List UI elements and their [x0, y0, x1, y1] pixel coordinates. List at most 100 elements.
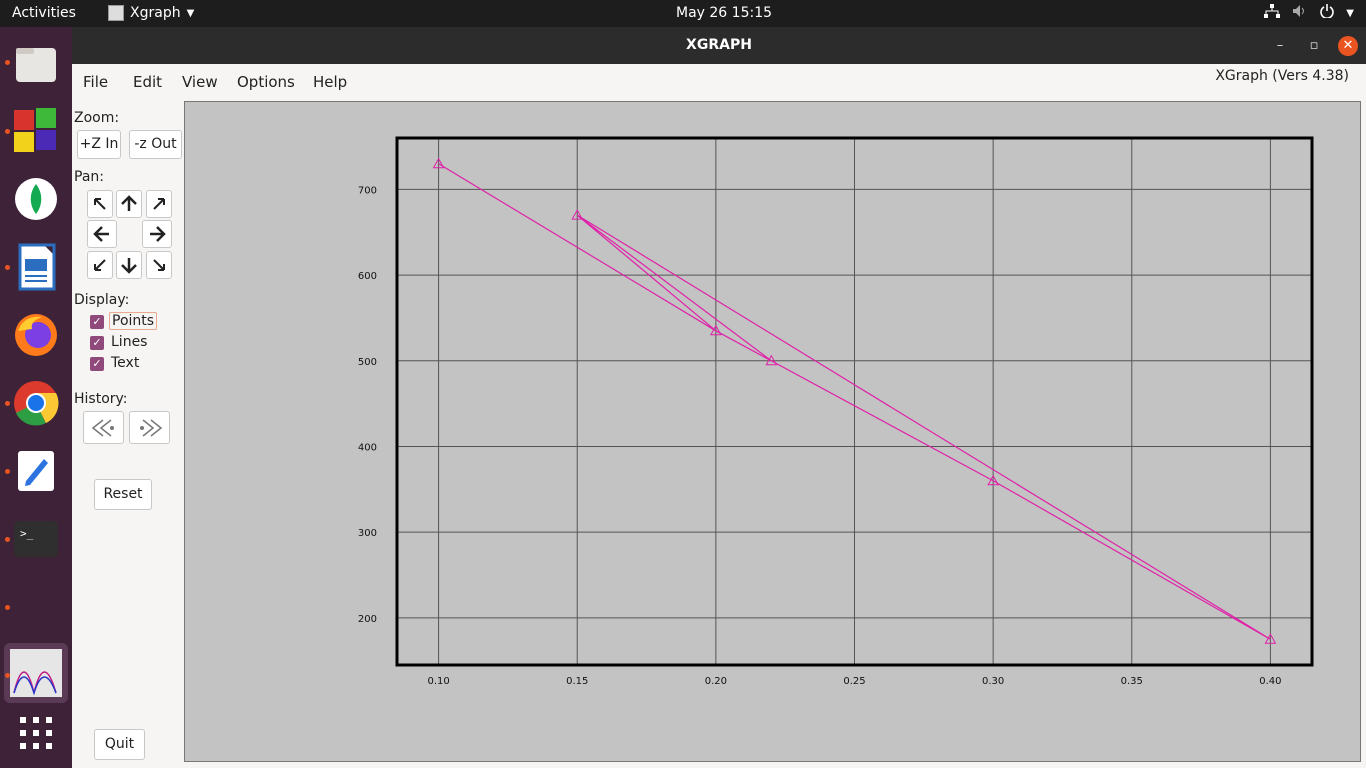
menu-edit[interactable]: Edit [133, 73, 163, 91]
pan-up-button[interactable] [116, 190, 142, 218]
arrow-right-icon [150, 226, 166, 242]
network-icon [1264, 4, 1281, 22]
data-point-marker [1264, 633, 1277, 644]
maximize-button[interactable]: ▫ [1309, 38, 1319, 53]
chart[interactable]: 0.10 0.15 0.20 0.25 0.30 0.35 0.40 200 300 400 500… [185, 102, 1360, 761]
x-tick-label: 0.10 [427, 676, 449, 687]
running-indicator [5, 469, 10, 474]
running-indicator [5, 129, 10, 134]
plot-area[interactable]: 0.10 0.15 0.20 0.25 0.30 0.35 0.40 200 300 400 500… [184, 101, 1361, 762]
xgraph-dock-icon[interactable] [4, 643, 68, 703]
arrow-down-right-icon [153, 259, 165, 271]
libreoffice-writer-icon[interactable] [12, 243, 60, 291]
terminal-icon[interactable]: >_ [12, 515, 60, 563]
y-tick-label: 200 [358, 614, 377, 625]
lines-checkbox[interactable]: ✓ [90, 336, 104, 350]
menu-bar: File Edit View Options Help XGraph (Vers… [72, 64, 1366, 98]
pan-right-button[interactable] [142, 220, 172, 248]
points-label: Points [109, 312, 158, 330]
data-point-marker [710, 324, 722, 336]
volume-icon [1292, 4, 1308, 22]
y-tick-label: 300 [358, 528, 377, 539]
points-checkbox[interactable]: ✓ [90, 315, 104, 329]
text-checkbox[interactable]: ✓ [90, 357, 104, 371]
system-top-bar: Activities Xgraph ▼ May 26 15:15 ▼ [0, 0, 1366, 27]
x-tick-label: 0.25 [843, 676, 865, 687]
history-back-button[interactable] [83, 411, 124, 444]
history-forward-icon [139, 419, 162, 437]
x-tick-label: 0.20 [705, 676, 727, 687]
clock[interactable]: May 26 15:15 [676, 5, 773, 21]
dock: >_ [0, 27, 72, 768]
pan-down-button[interactable] [116, 251, 142, 279]
running-indicator [5, 605, 10, 610]
pan-left-button[interactable] [87, 220, 117, 248]
display-label: Display: [74, 292, 130, 308]
reset-button[interactable]: Reset [94, 479, 152, 510]
history-label: History: [74, 391, 128, 407]
y-tick-label: 700 [358, 185, 377, 196]
quit-button[interactable]: Quit [94, 729, 145, 760]
mongodb-compass-icon[interactable] [12, 175, 60, 223]
pan-up-right-button[interactable] [146, 190, 172, 218]
software-center-icon[interactable] [12, 106, 60, 154]
xgraph-window: XGRAPH – ▫ ✕ File Edit View Options Help… [72, 27, 1366, 768]
firefox-icon[interactable] [12, 311, 60, 359]
plot-frame [395, 136, 1314, 667]
arrow-down-icon [121, 258, 137, 274]
close-button[interactable]: ✕ [1338, 36, 1358, 56]
version-label: XGraph (Vers 4.38) [1215, 68, 1349, 84]
zoom-in-button[interactable]: +Z In [77, 130, 121, 159]
data-point-marker [765, 354, 778, 366]
chevron-down-icon: ▼ [186, 7, 195, 19]
x-tick-label: 0.15 [566, 676, 588, 687]
title-bar[interactable]: XGRAPH – ▫ ✕ [72, 27, 1366, 64]
menu-view[interactable]: View [182, 73, 218, 91]
pan-up-left-button[interactable] [87, 190, 113, 218]
svg-text:>_: >_ [20, 527, 34, 540]
system-tray[interactable]: ▼ [1264, 4, 1354, 22]
chrome-icon[interactable] [12, 379, 60, 427]
data-point-marker [987, 474, 999, 486]
y-tick-label: 400 [358, 442, 377, 453]
chevron-down-icon: ▼ [1346, 7, 1354, 19]
data-point-marker [571, 209, 584, 220]
running-indicator [5, 673, 10, 678]
menu-help[interactable]: Help [313, 73, 348, 91]
x-tick-label: 0.35 [1121, 676, 1143, 687]
arrow-up-icon [121, 195, 137, 211]
zoom-label: Zoom: [74, 110, 120, 126]
running-indicator [5, 60, 10, 65]
series-line [438, 163, 1271, 640]
app-menu[interactable]: Xgraph ▼ [108, 5, 194, 21]
y-tick-label: 500 [358, 357, 377, 368]
history-forward-button[interactable] [129, 411, 170, 444]
minimize-button[interactable]: – [1276, 38, 1284, 53]
history-back-icon [91, 419, 114, 437]
x-tick-label: 0.30 [982, 676, 1004, 687]
arrow-up-right-icon [153, 198, 165, 210]
window-title: XGRAPH [686, 37, 752, 53]
power-icon [1320, 4, 1335, 22]
running-indicator [5, 537, 10, 542]
data-point-marker [432, 157, 445, 169]
text-editor-icon[interactable] [12, 447, 60, 495]
arrow-down-left-icon [94, 259, 106, 271]
lines-label: Lines [111, 334, 148, 350]
pan-down-right-button[interactable] [146, 251, 172, 279]
pan-down-left-button[interactable] [87, 251, 113, 279]
zoom-out-button[interactable]: -z Out [129, 130, 182, 159]
pan-label: Pan: [74, 169, 104, 185]
y-tick-label: 600 [358, 271, 377, 282]
xgraph-app-icon [108, 5, 124, 21]
menu-options[interactable]: Options [237, 73, 295, 91]
arrow-left-icon [93, 226, 109, 242]
activities-button[interactable]: Activities [12, 5, 76, 21]
running-indicator [5, 401, 10, 406]
app-menu-label: Xgraph [130, 5, 181, 21]
menu-file[interactable]: File [83, 73, 109, 91]
files-icon[interactable] [12, 40, 60, 88]
show-applications-icon[interactable] [20, 717, 52, 753]
text-label: Text [111, 355, 140, 371]
running-indicator [5, 265, 10, 270]
